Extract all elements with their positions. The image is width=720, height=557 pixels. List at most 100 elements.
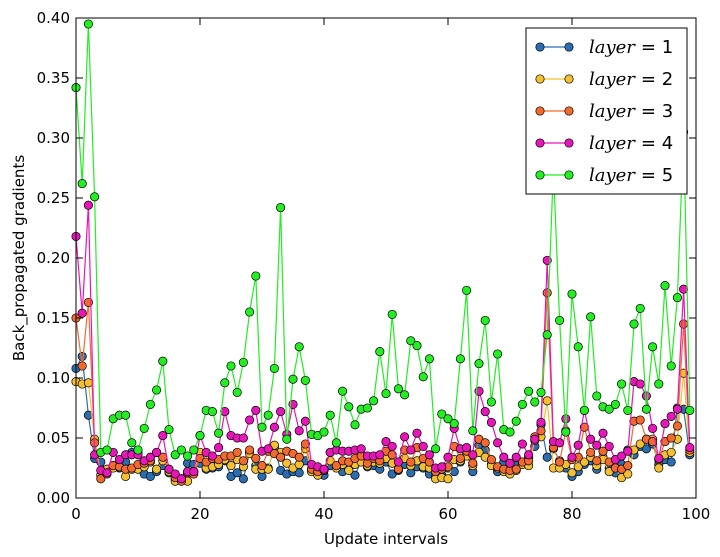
legend-marker [535, 106, 545, 116]
data-point [83, 200, 93, 210]
data-point [555, 457, 565, 467]
x-axis: 0 20 40 60 80 100 [71, 18, 710, 523]
data-point [393, 457, 403, 467]
data-point [486, 397, 496, 407]
data-point [226, 361, 236, 371]
data-point [412, 428, 422, 438]
y-tick-label: 0.05 [37, 429, 70, 447]
data-point [300, 375, 310, 385]
data-point [406, 336, 416, 346]
data-point [610, 399, 620, 409]
data-point [598, 446, 608, 456]
data-point [424, 450, 434, 460]
legend-label-variable: layer [589, 165, 636, 186]
y-tick-label: 0.35 [37, 69, 70, 87]
y-tick-label: 0.40 [37, 9, 70, 27]
data-point [431, 444, 441, 454]
data-point [350, 420, 360, 430]
data-point [300, 416, 310, 426]
data-point [493, 438, 503, 448]
data-point [573, 462, 583, 472]
data-point [145, 399, 155, 409]
legend-label-variable: layer [589, 37, 636, 58]
data-point [369, 396, 379, 406]
legend-marker [564, 138, 574, 148]
data-point [542, 330, 552, 340]
data-point [586, 447, 596, 457]
data-point [567, 468, 577, 478]
data-point [641, 444, 651, 454]
data-point [207, 407, 217, 417]
data-point [294, 452, 304, 462]
data-point [635, 415, 645, 425]
data-point [555, 438, 565, 448]
data-point [418, 441, 428, 451]
data-point [493, 349, 503, 359]
data-point [468, 450, 478, 460]
x-axis-label: Update intervals [324, 530, 448, 548]
legend-label-variable: layer [589, 101, 636, 122]
data-point [455, 453, 465, 463]
data-point [152, 464, 162, 474]
data-point [641, 391, 651, 401]
data-point [245, 445, 255, 455]
data-point [505, 458, 515, 468]
data-point [170, 450, 180, 460]
data-point [672, 421, 682, 431]
data-point [176, 445, 186, 455]
data-point [530, 434, 540, 444]
data-point [604, 441, 614, 451]
data-point [480, 438, 490, 448]
data-point [449, 419, 459, 429]
data-point [294, 426, 304, 436]
data-point [195, 431, 205, 441]
data-point [623, 446, 633, 456]
data-point [238, 456, 248, 466]
data-point [102, 468, 112, 478]
legend-label-variable: layer [589, 133, 636, 154]
legend-marker [564, 106, 574, 116]
data-point [462, 285, 472, 295]
data-point [152, 447, 162, 457]
data-point [294, 342, 304, 352]
legend-item: layer = 1 [535, 37, 673, 58]
data-point [511, 452, 521, 462]
data-point [499, 452, 509, 462]
x-tick-label: 60 [438, 505, 457, 523]
data-point [424, 354, 434, 364]
data-point [505, 427, 515, 437]
data-point [561, 427, 571, 437]
data-point [381, 437, 391, 447]
data-point [536, 387, 546, 397]
data-point [623, 461, 633, 471]
series-layer [71, 19, 695, 486]
data-point [555, 315, 565, 325]
data-point [90, 192, 100, 202]
data-point [102, 445, 112, 455]
data-point [462, 443, 472, 453]
legend-label: layer = 2 [589, 69, 673, 90]
data-point [443, 452, 453, 462]
data-point [83, 19, 93, 29]
data-point [666, 361, 676, 371]
data-point [375, 347, 385, 357]
data-point [474, 359, 484, 369]
data-point [586, 312, 596, 322]
data-point [257, 461, 267, 471]
legend-item: layer = 4 [535, 133, 673, 154]
data-point [121, 410, 131, 420]
data-point [666, 457, 676, 467]
data-point [375, 450, 385, 460]
data-point [635, 439, 645, 449]
data-point [437, 462, 447, 472]
legend-marker [564, 42, 574, 52]
data-point [282, 458, 292, 468]
data-point [331, 438, 341, 448]
data-point [654, 463, 664, 473]
data-point [536, 417, 546, 427]
y-axis-label: Back_propagated gradients [10, 155, 29, 361]
data-point [393, 384, 403, 394]
data-point [666, 447, 676, 457]
